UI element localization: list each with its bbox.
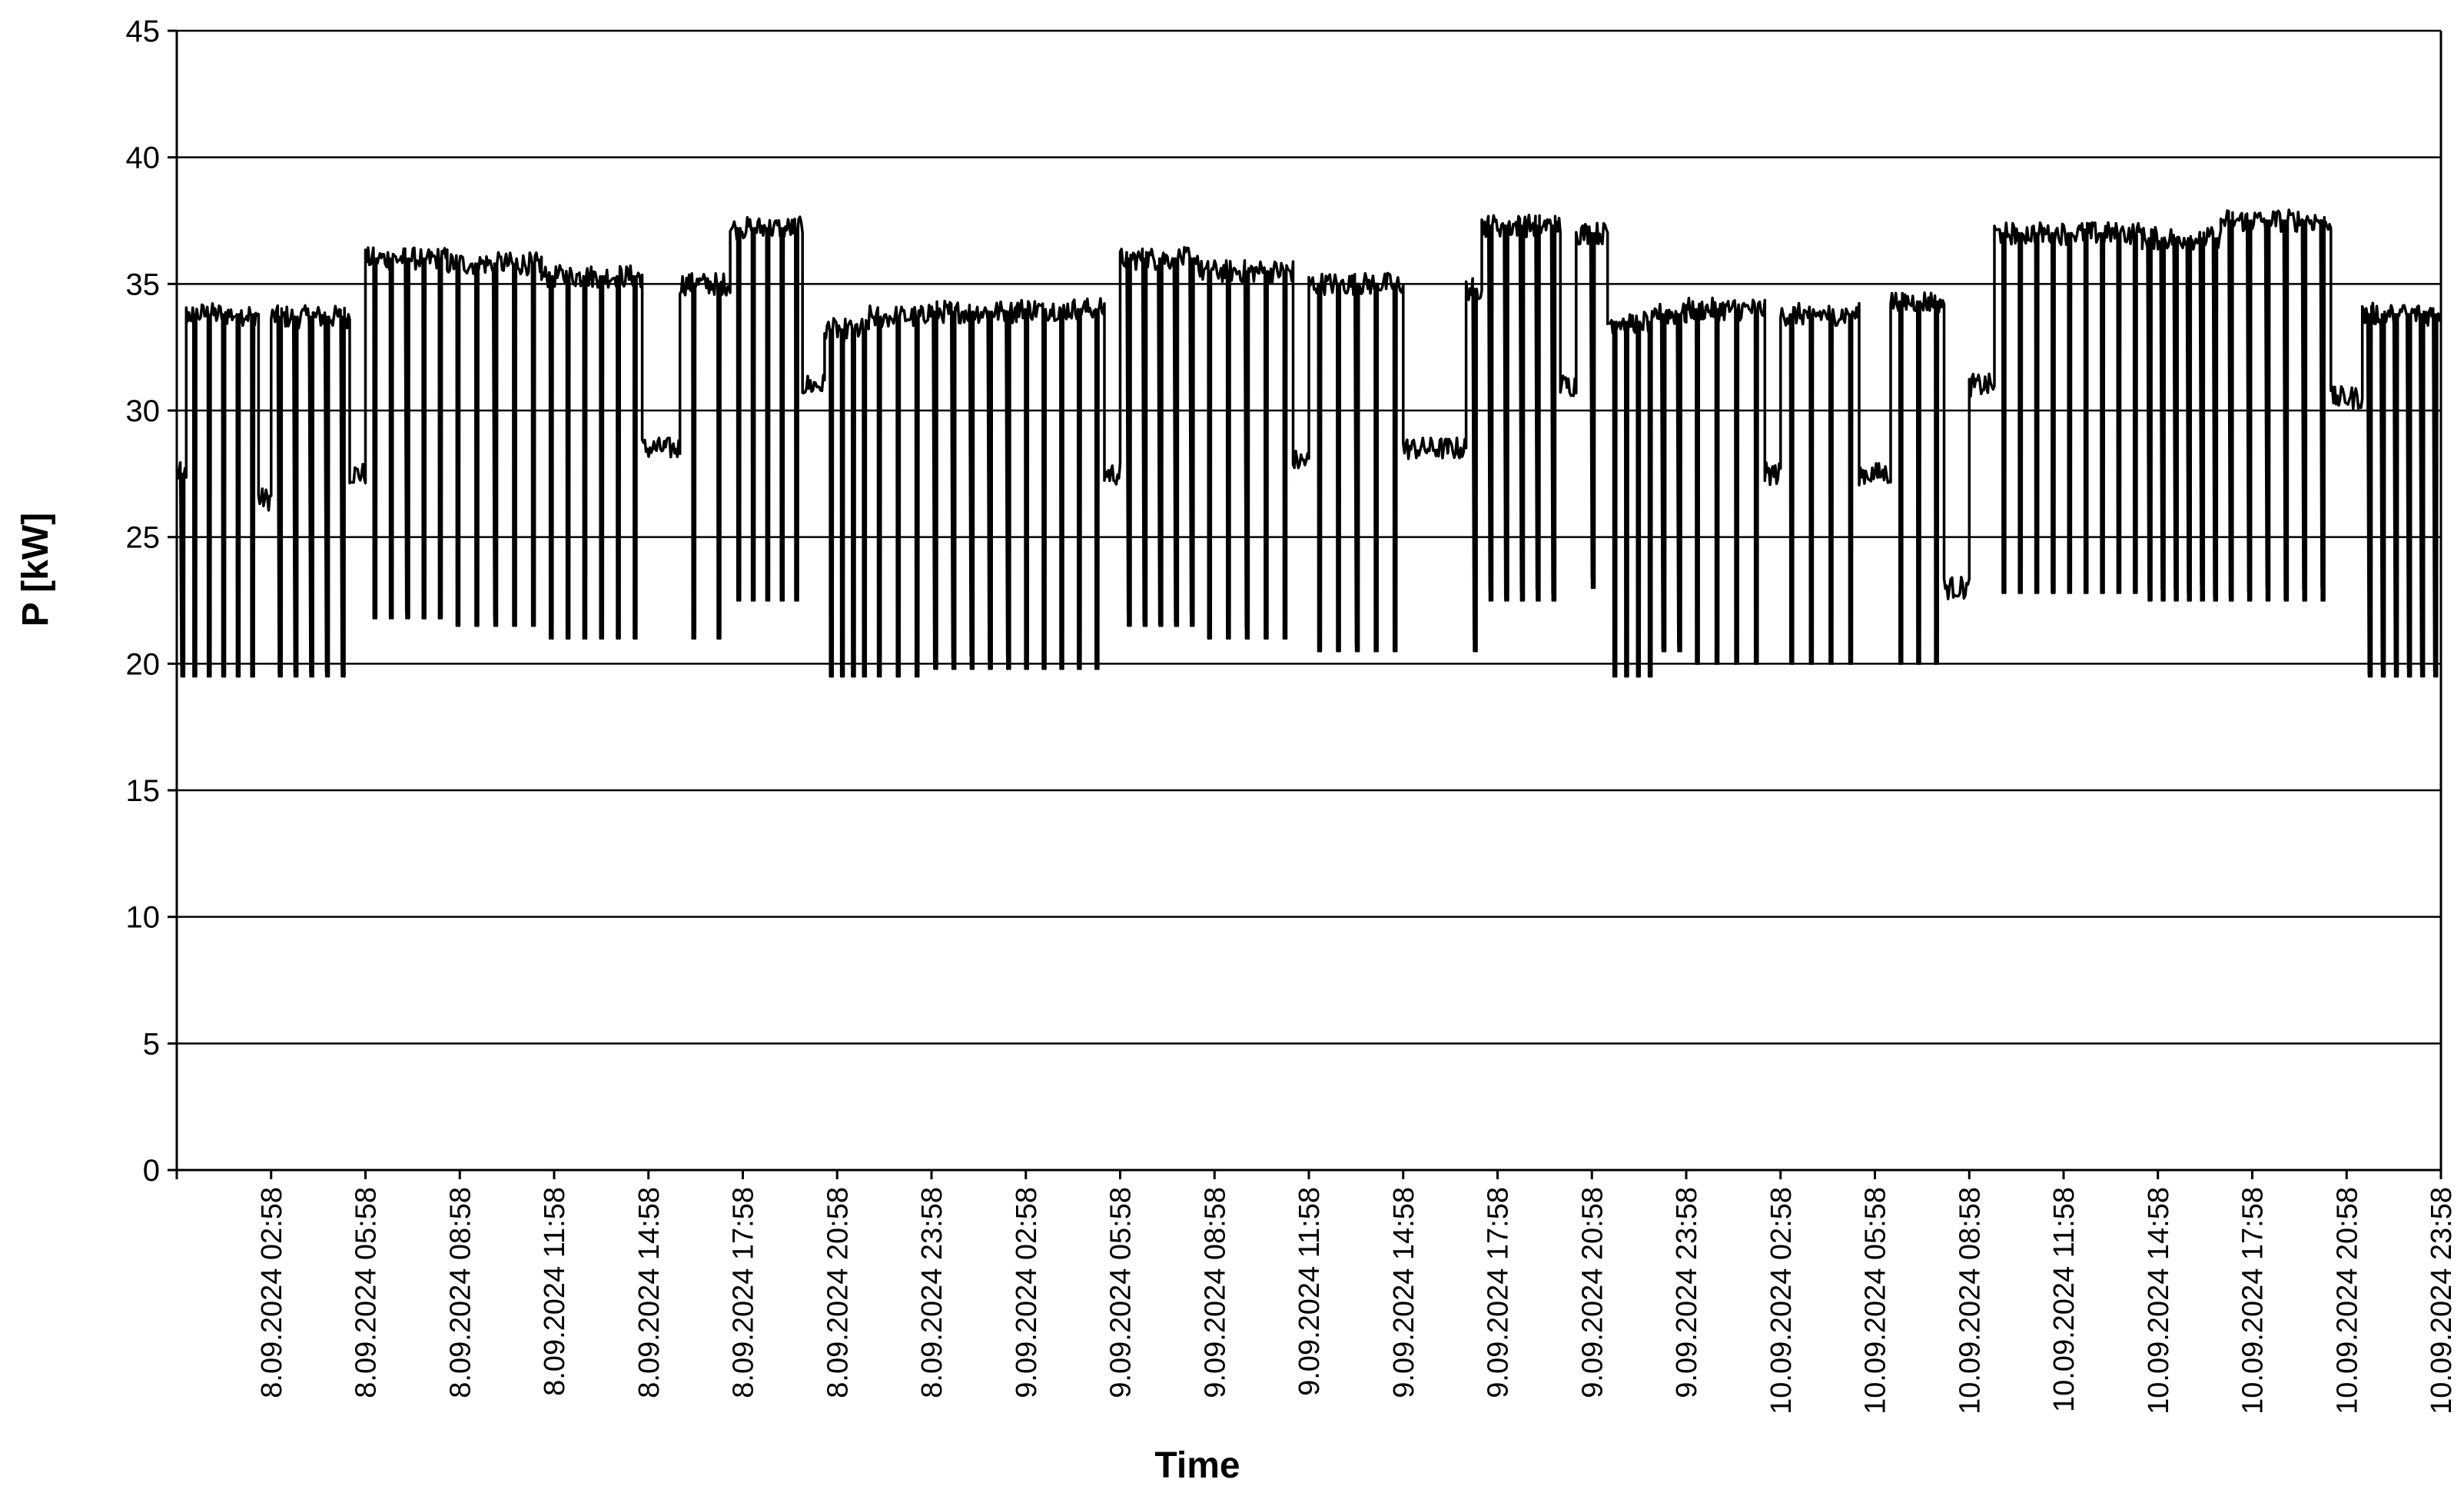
x-axis-title: Time: [1154, 1445, 1240, 1486]
x-tick-label: 9.09.2024 17:58: [1483, 1187, 1515, 1398]
x-tick-label: 8.09.2024 17:58: [728, 1187, 760, 1398]
x-tick-label: 10.09.2024 11:58: [2048, 1187, 2080, 1412]
x-tick-label: 10.09.2024 02:58: [1765, 1187, 1798, 1415]
grid-lines: [177, 29, 2441, 1172]
x-tick-label: 9.09.2024 11:58: [1293, 1187, 1326, 1396]
x-tick-label: 8.09.2024 23:58: [916, 1187, 948, 1398]
x-tick-label: 8.09.2024 02:58: [256, 1187, 288, 1398]
series-line-power: [175, 208, 2442, 678]
y-tick-labels: 0 5 10 15 20 25 30 35 40 45: [126, 15, 161, 1188]
x-tick-label: 9.09.2024 05:58: [1105, 1187, 1137, 1398]
y-tick-label: 10: [126, 901, 161, 935]
x-tick-label: 10.09.2024 23:58: [2426, 1187, 2458, 1415]
y-tick-label: 0: [143, 1154, 160, 1188]
x-tick-label: 8.09.2024 20:58: [822, 1187, 854, 1398]
x-tick-label: 10.09.2024 05:58: [1860, 1187, 1892, 1415]
y-tick-label: 25: [126, 521, 161, 555]
y-tick-label: 35: [126, 268, 161, 301]
series-layer: [175, 208, 2442, 678]
x-tick-labels: 8.09.2024 02:58 8.09.2024 05:58 8.09.2024 …: [256, 1187, 2458, 1415]
x-tick-label: 8.09.2024 11:58: [539, 1187, 571, 1396]
x-tick-label: 8.09.2024 08:58: [444, 1187, 477, 1398]
x-tick-label: 9.09.2024 23:58: [1671, 1187, 1703, 1398]
x-tick-label: 9.09.2024 14:58: [1388, 1187, 1420, 1398]
x-tick-label: 9.09.2024 08:58: [1199, 1187, 1231, 1398]
y-axis-title: P [kW]: [15, 513, 56, 627]
y-tick-label: 15: [126, 774, 161, 808]
x-tick-label: 10.09.2024 14:58: [2143, 1187, 2175, 1415]
y-tick-label: 45: [126, 15, 161, 48]
y-tick-label: 5: [143, 1027, 160, 1061]
y-tick-label: 40: [126, 141, 161, 175]
x-tick-label: 10.09.2024 17:58: [2237, 1187, 2270, 1415]
x-tick-label: 8.09.2024 14:58: [633, 1187, 666, 1398]
y-tick-label: 30: [126, 394, 161, 428]
x-tick-label: 10.09.2024 08:58: [1954, 1187, 1986, 1415]
axes: [168, 29, 2442, 1179]
x-tick-label: 8.09.2024 05:58: [350, 1187, 383, 1398]
y-tick-label: 20: [126, 647, 161, 681]
x-tick-label: 9.09.2024 02:58: [1011, 1187, 1043, 1398]
x-tick-label: 10.09.2024 20:58: [2331, 1187, 2363, 1415]
x-tick-label: 9.09.2024 20:58: [1576, 1187, 1609, 1398]
